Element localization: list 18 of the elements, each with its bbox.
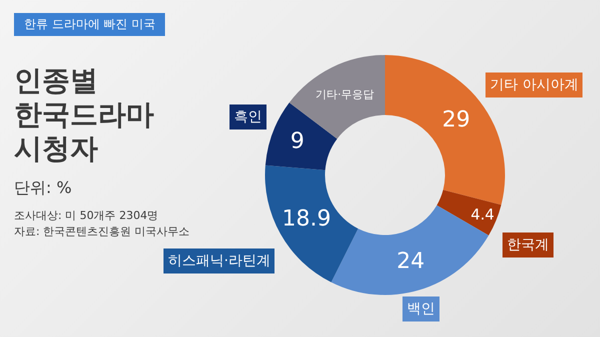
slice-label: 기타·무응답 [316,88,374,102]
donut-slice [436,190,502,236]
data-label: 9 [290,129,304,154]
text: 자료: 한국콘텐츠진흥원 미국사무소 [14,224,190,239]
slice-label: 백인 [407,301,435,317]
data-label: 18.9 [282,206,332,232]
data-label: 4.4 [470,205,494,224]
slice-label: 흑인 [234,109,262,125]
data-label: 29 [442,107,470,132]
slice-label: 한국계 [507,237,549,253]
text: 인종별 한국드라마 시청자 [14,64,155,166]
donut-slice [265,102,338,170]
text: 한류 드라마에 빠진 미국 [14,13,166,36]
slice-label: 히스패닉·라틴계 [168,253,270,269]
text: 단위: % [14,178,72,199]
slice-label: 기타 아시아계 [490,77,578,93]
text: 조사대상: 미 50개주 2304명 [14,208,158,223]
data-label: 24 [396,248,425,274]
